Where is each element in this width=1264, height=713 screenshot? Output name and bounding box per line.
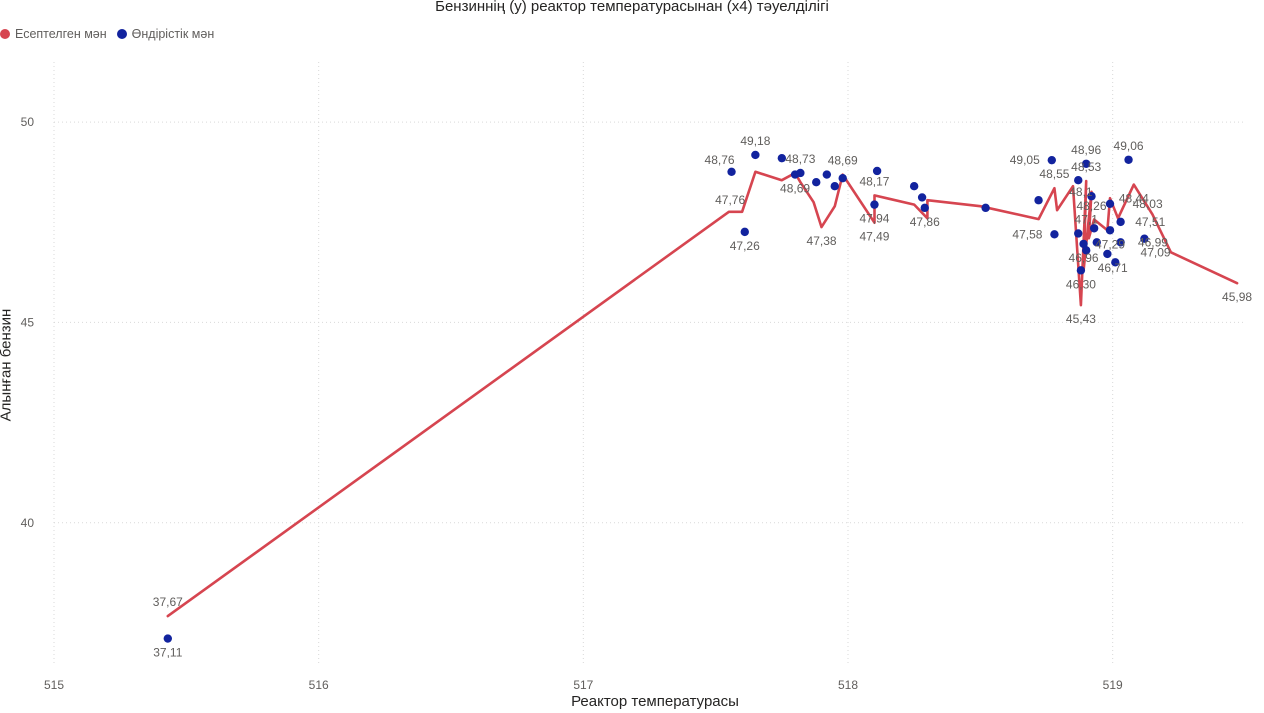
legend-swatch-production — [116, 29, 127, 39]
data-point-production — [1116, 217, 1125, 227]
x-tick-label: 518 — [838, 678, 858, 692]
data-label: 48,55 — [1039, 167, 1069, 181]
legend: Есептелген мән Өндірістік мән — [0, 27, 214, 41]
data-label: 48,69 — [828, 154, 858, 168]
legend-item-calculated[interactable]: Есептелген мән — [0, 27, 107, 41]
axis-tick-labels: 515 516 517 518 519 40 45 50 — [21, 115, 1123, 692]
data-label: 48,96 — [1071, 143, 1101, 157]
data-point-production — [1140, 234, 1149, 243]
data-label: 48,26 — [1076, 199, 1106, 213]
x-axis-label: Реактор температурасы — [571, 693, 739, 710]
data-point-production — [1074, 175, 1083, 185]
data-label: 48,76 — [705, 153, 735, 167]
data-label: 47,86 — [910, 215, 940, 229]
data-point-production — [1124, 155, 1133, 164]
y-tick-label: 40 — [21, 516, 35, 530]
data-label: 47,49 — [859, 230, 889, 244]
x-tick-label: 515 — [44, 678, 64, 692]
data-point-production — [1074, 229, 1083, 238]
series-line-layer — [166, 170, 1239, 618]
data-label: 48,03 — [1133, 197, 1163, 211]
data-point-production — [1116, 238, 1125, 247]
data-label: 46,71 — [1098, 261, 1128, 275]
data-point-production — [909, 182, 919, 191]
data-label-layer: 37,67 37,11 48,76 47,76 47,26 49,18 48,73 48,69… — [153, 134, 1253, 660]
data-point-production — [163, 634, 173, 643]
data-label: 46,30 — [1066, 277, 1096, 291]
data-point-production — [1076, 266, 1086, 275]
data-label: 45,98 — [1222, 290, 1252, 304]
data-point-production — [920, 203, 929, 213]
chart-title: Бензиннің (y) реактор температурасынан (… — [435, 0, 829, 15]
data-label: 46,99 — [1138, 235, 1168, 249]
data-point-production — [1079, 239, 1088, 249]
legend-label-calculated: Есептелген мән — [15, 27, 107, 41]
y-axis-label: Алынған бензин — [0, 308, 15, 422]
data-point-production — [872, 166, 882, 176]
data-label: 49,05 — [1010, 153, 1040, 167]
series-line-calculated — [166, 170, 1239, 618]
data-point-production — [1111, 258, 1120, 267]
data-label: 47,38 — [807, 234, 837, 248]
data-label: 46,96 — [1069, 251, 1099, 265]
data-point-production — [838, 173, 847, 183]
x-tick-label: 517 — [573, 678, 593, 692]
data-point-production — [822, 170, 832, 179]
data-label: 49,06 — [1114, 139, 1144, 153]
data-label: 49,18 — [740, 134, 770, 148]
data-point-production — [1047, 155, 1056, 165]
data-label: 48,69 — [780, 182, 810, 196]
x-tick-label: 519 — [1103, 678, 1123, 692]
data-label: 48,53 — [1071, 160, 1101, 174]
data-label: 37,67 — [153, 595, 183, 609]
data-point-production — [751, 150, 760, 160]
data-label: 48,73 — [785, 152, 815, 166]
data-label: 47,1 — [1075, 212, 1099, 226]
data-label: 47,29 — [1095, 237, 1125, 251]
data-point-production — [1082, 159, 1091, 168]
data-point-production — [812, 178, 821, 187]
data-label: 47,94 — [859, 212, 889, 226]
data-label: 45,43 — [1066, 312, 1096, 326]
data-label: 47,76 — [715, 193, 745, 207]
data-point-production — [1050, 230, 1059, 239]
data-point-production — [1034, 196, 1043, 205]
data-point-production — [1105, 199, 1115, 209]
data-point-production — [777, 153, 787, 163]
x-tick-label: 516 — [309, 678, 329, 692]
data-label: 48,17 — [859, 174, 889, 188]
y-tick-label: 50 — [21, 115, 35, 129]
data-label: 47,26 — [730, 239, 760, 253]
data-point-production — [727, 167, 736, 176]
data-point-production — [1089, 224, 1099, 233]
data-label: 47,51 — [1135, 215, 1165, 229]
y-tick-label: 45 — [21, 315, 35, 329]
data-point-production — [870, 200, 879, 209]
legend-swatch-calculated — [0, 29, 10, 39]
data-point-production — [1092, 238, 1101, 247]
data-point-production — [1105, 226, 1115, 235]
data-point-production — [830, 182, 839, 191]
data-point-production — [981, 203, 990, 213]
data-point-production — [1103, 249, 1112, 259]
legend-item-production[interactable]: Өндірістік мән — [116, 27, 215, 41]
data-point-production — [1082, 246, 1091, 255]
legend-label-production: Өндірістік мән — [131, 27, 215, 41]
data-label: 48,44 — [1119, 192, 1149, 206]
data-point-production — [740, 227, 749, 237]
series-point-layer — [163, 150, 1149, 643]
grid-lines — [53, 62, 1245, 663]
data-label: 48,1 — [1069, 185, 1093, 199]
data-point-production — [1087, 192, 1096, 201]
data-point-production — [917, 193, 927, 202]
data-label: 47,58 — [1012, 227, 1042, 241]
data-point-production — [796, 168, 805, 178]
data-label: 37,11 — [153, 646, 182, 660]
data-label: 47,09 — [1141, 245, 1171, 259]
